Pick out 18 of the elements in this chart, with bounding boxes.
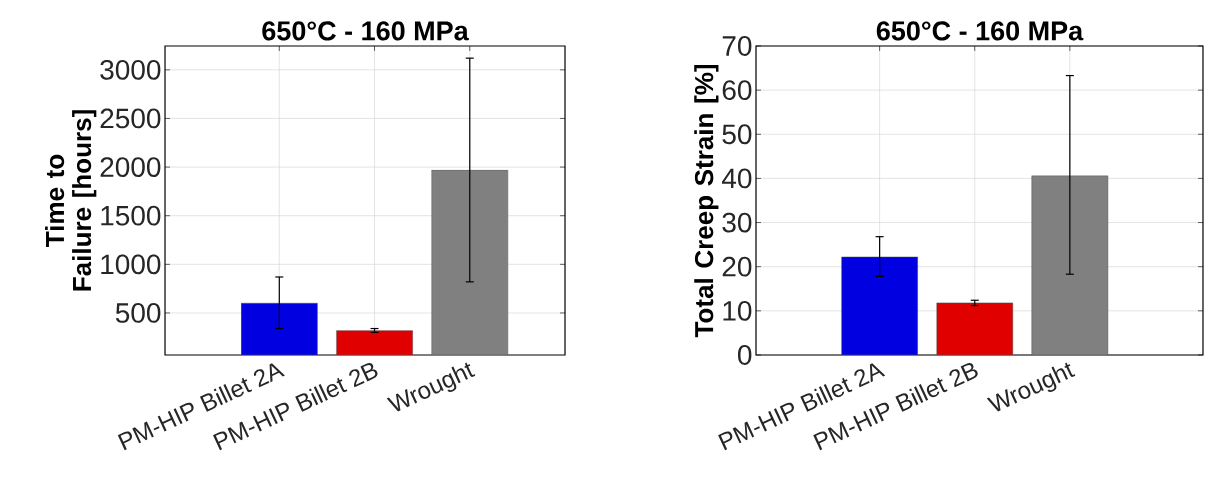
y-tick-label: 2500 — [100, 108, 161, 129]
y-tick-label: 70 — [722, 36, 752, 56]
y-tick-label: 50 — [722, 124, 752, 145]
y-tick-label: 40 — [721, 168, 752, 189]
chart-title: 650°C - 160 MPa — [876, 21, 1084, 41]
y-tick-label: 10 — [723, 300, 752, 321]
y-tick-label: 1000 — [101, 254, 161, 275]
y-tick-label: 20 — [722, 256, 752, 277]
y-tick-label: 0 — [738, 345, 752, 365]
y-axis-title: Total Creep Strain [%] — [694, 64, 719, 338]
y-tick-label: 3000 — [100, 59, 161, 80]
y-tick-label: 1500 — [101, 205, 161, 226]
y-tick-label: 2000 — [100, 157, 161, 177]
y-tick-label: 60 — [722, 80, 752, 101]
y-axis-title: Time to Failure [hours] — [45, 110, 97, 291]
chart-title: 650°C - 160 MPa — [262, 21, 469, 41]
y-tick-label: 500 — [115, 303, 161, 323]
y-tick-label: 30 — [722, 212, 752, 233]
